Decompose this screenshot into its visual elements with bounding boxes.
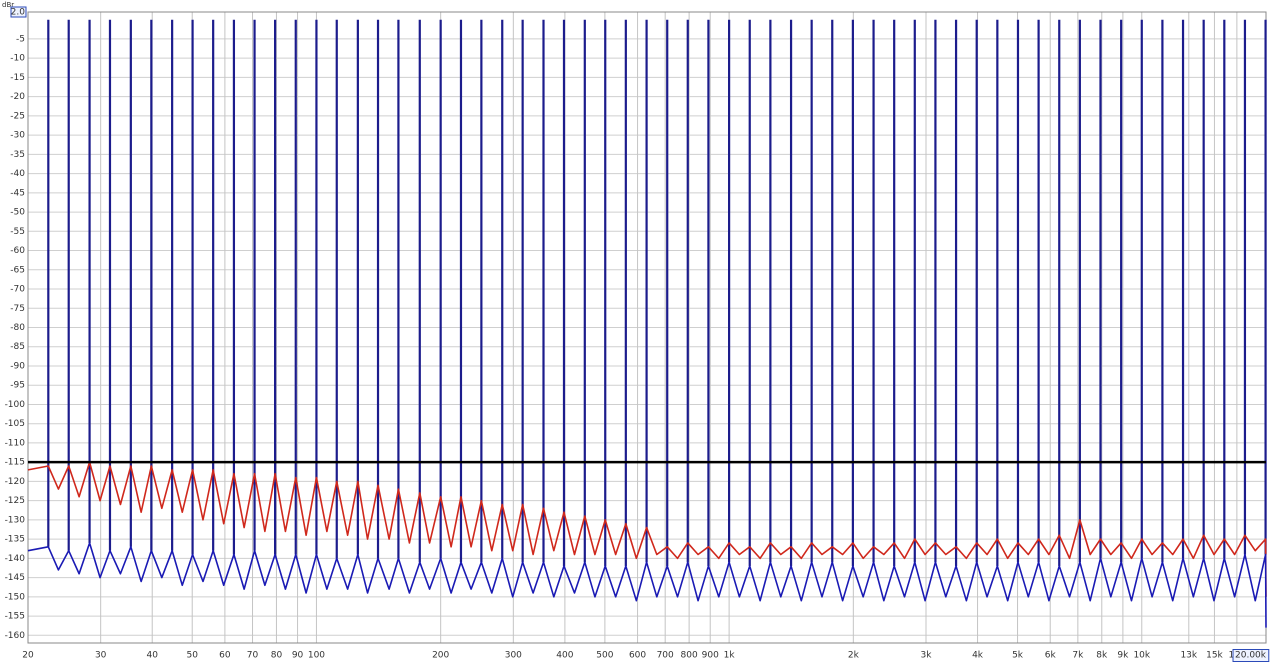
x-tick-label: 13k xyxy=(1180,651,1197,661)
y-tick-label: -100 xyxy=(5,400,26,410)
y-axis-label: dBr xyxy=(2,1,14,9)
x-tick-label: 300 xyxy=(505,651,522,661)
y-tick-label: -15 xyxy=(10,73,25,83)
x-tick-label: 5k xyxy=(1012,651,1024,661)
y-tick-label: -20 xyxy=(10,92,25,102)
y-tick-label: -120 xyxy=(5,477,26,487)
x-tick-label: 200 xyxy=(432,651,449,661)
y-tick-label: -70 xyxy=(10,285,25,295)
y-tick-label: -95 xyxy=(10,381,25,391)
y-tick-label: -25 xyxy=(10,111,25,121)
y-tick-label: -35 xyxy=(10,150,25,160)
y-tick-label: -110 xyxy=(5,438,26,448)
x-tick-label: 10k xyxy=(1133,651,1150,661)
y-tick-label: -90 xyxy=(10,361,25,371)
y-tick-label: -40 xyxy=(10,169,25,179)
y-tick-label: 2.0 xyxy=(11,8,26,18)
y-tick-label: -60 xyxy=(10,246,25,256)
y-tick-label: -10 xyxy=(10,54,25,64)
y-tick-label: -75 xyxy=(10,304,25,314)
y-tick-label: -50 xyxy=(10,208,25,218)
x-tick-label: 400 xyxy=(556,651,573,661)
y-tick-label: -155 xyxy=(5,612,25,622)
x-tick-label: 1k xyxy=(724,651,736,661)
x-tick-label: 900 xyxy=(702,651,719,661)
x-tick-label: 7k xyxy=(1072,651,1084,661)
y-tick-label: -65 xyxy=(10,265,25,275)
y-tick-label: -130 xyxy=(5,515,26,525)
y-tick-label: -85 xyxy=(10,342,25,352)
x-tick-label: 700 xyxy=(657,651,674,661)
y-tick-label: -125 xyxy=(5,496,25,506)
y-tick-label: -105 xyxy=(5,419,25,429)
x-tick-label: 90 xyxy=(292,651,304,661)
series-line xyxy=(27,461,1267,597)
x-tick-label: 2k xyxy=(848,651,860,661)
y-tick-label: -160 xyxy=(5,631,26,641)
x-tick-label: 40 xyxy=(146,651,158,661)
x-tick-label: 80 xyxy=(271,651,283,661)
x-tick-label: 50 xyxy=(186,651,198,661)
x-tick-label: 20 xyxy=(22,651,34,661)
x-tick-label: 800 xyxy=(681,651,698,661)
y-tick-label: -55 xyxy=(10,227,25,237)
x-tick-label: 3k xyxy=(921,651,933,661)
y-tick-label: -135 xyxy=(5,535,25,545)
x-tick-label: 15k xyxy=(1206,651,1223,661)
y-tick-label: -145 xyxy=(5,573,25,583)
y-tick-label: -80 xyxy=(10,323,25,333)
x-tick-label: 6k xyxy=(1045,651,1057,661)
x-tick-label: 70 xyxy=(247,651,259,661)
x-tick-label: 20.00k xyxy=(1235,651,1267,661)
y-tick-label: -115 xyxy=(5,458,25,468)
x-tick-label: 9k xyxy=(1117,651,1129,661)
y-tick-label: -30 xyxy=(10,131,25,141)
tick-label-box xyxy=(1232,649,1270,662)
x-tick-label: 100 xyxy=(308,651,325,661)
tick-label-box xyxy=(10,6,27,18)
x-tick-label: 600 xyxy=(629,651,646,661)
x-tick-label: 8k xyxy=(1096,651,1108,661)
x-tick-label: 4k xyxy=(972,651,984,661)
y-tick-label: -5 xyxy=(16,34,25,44)
x-tick-label: 60 xyxy=(219,651,231,661)
y-tick-label: -45 xyxy=(10,188,25,198)
y-tick-label: -150 xyxy=(5,592,26,602)
y-tick-label: -140 xyxy=(5,554,26,564)
series-line xyxy=(27,542,1267,628)
x-tick-label: 500 xyxy=(596,651,613,661)
x-tick-label: 30 xyxy=(95,651,107,661)
